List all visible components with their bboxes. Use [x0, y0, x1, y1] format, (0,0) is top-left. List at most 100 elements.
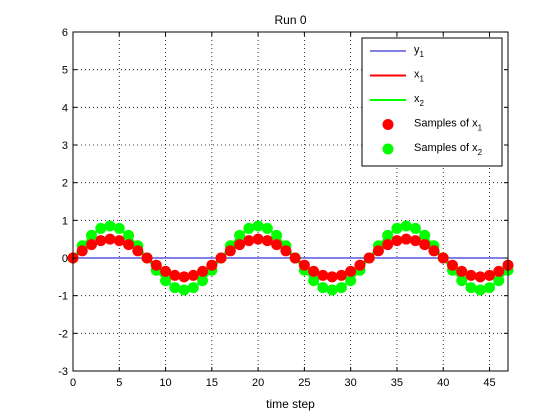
data-point [160, 265, 172, 277]
data-point [428, 245, 440, 257]
legend-entry-main: y [414, 44, 420, 56]
data-point [160, 275, 172, 287]
data-point [345, 265, 357, 277]
legend-entry-main: x [414, 93, 420, 105]
data-point [419, 239, 431, 251]
data-point [271, 239, 283, 251]
data-point [391, 222, 403, 234]
legend-entry-sub: 1 [420, 50, 425, 59]
x-axis-label: time step [266, 397, 315, 411]
data-point [123, 229, 135, 241]
data-point [493, 265, 505, 277]
data-point [400, 233, 412, 245]
data-point [465, 269, 477, 281]
data-point [308, 265, 320, 277]
legend-entry-main: Samples of x [414, 142, 478, 154]
data-point [243, 222, 255, 234]
x-tick-label: 40 [437, 377, 449, 389]
data-point [409, 235, 421, 247]
legend-entry-sub: 2 [478, 148, 483, 157]
data-point [104, 220, 116, 232]
data-point [446, 259, 458, 271]
x-tick-label: 45 [483, 377, 495, 389]
y-tick-label: 1 [62, 215, 68, 227]
data-point [252, 233, 264, 245]
data-point [86, 229, 98, 241]
data-point [150, 259, 162, 271]
data-point [335, 269, 347, 281]
data-point [317, 269, 329, 281]
data-point [465, 282, 477, 294]
data-point [493, 275, 505, 287]
legend-entry: Samples of x1 [414, 118, 483, 133]
data-point [372, 245, 384, 257]
data-point [76, 245, 88, 257]
data-point [391, 235, 403, 247]
data-point [95, 222, 107, 234]
x-tick-label: 5 [116, 377, 122, 389]
data-point [224, 245, 236, 257]
y-tick-label: -2 [58, 328, 68, 340]
data-point [335, 282, 347, 294]
data-point [400, 220, 412, 232]
data-point [215, 252, 227, 264]
legend-entry-sub: 2 [420, 99, 425, 108]
data-point [382, 239, 394, 251]
data-point [234, 229, 246, 241]
x-tick-label: 0 [70, 377, 76, 389]
data-point [234, 239, 246, 251]
x-tick-label: 25 [298, 377, 310, 389]
legend-entry-main: x [414, 69, 420, 81]
y-tick-label: 2 [62, 178, 68, 190]
data-point [104, 233, 116, 245]
data-point [474, 284, 486, 296]
y-tick-label: -3 [58, 366, 68, 378]
data-point [483, 269, 495, 281]
data-point [483, 282, 495, 294]
chart-title: Run 0 [274, 13, 306, 27]
legend-entry: x2 [414, 93, 425, 108]
data-point [178, 271, 190, 283]
data-point [169, 269, 181, 281]
data-point [456, 265, 468, 277]
data-point [113, 222, 125, 234]
series-layer [67, 220, 514, 296]
legend-marker [382, 143, 394, 155]
data-point [187, 282, 199, 294]
data-point [409, 222, 421, 234]
data-point [169, 282, 181, 294]
data-point [187, 269, 199, 281]
data-point [298, 259, 310, 271]
series-samples-of-x-1 [67, 233, 514, 283]
data-point [132, 245, 144, 257]
data-point [419, 229, 431, 241]
x-tick-label: 15 [206, 377, 218, 389]
x-tick-label: 30 [345, 377, 357, 389]
data-point [141, 252, 153, 264]
data-point [252, 220, 264, 232]
legend-entry: y1 [414, 44, 425, 59]
y-tick-label: 0 [62, 253, 68, 265]
y-tick-label: 6 [62, 27, 68, 39]
data-point [95, 235, 107, 247]
data-point [382, 229, 394, 241]
y-tick-label: 4 [62, 102, 68, 114]
x-tick-label: 20 [252, 377, 264, 389]
data-point [289, 252, 301, 264]
data-point [456, 275, 468, 287]
legend-entry-sub: 1 [478, 124, 483, 133]
data-point [123, 239, 135, 251]
legend-entry-main: Samples of x [414, 118, 478, 130]
data-point [271, 229, 283, 241]
data-point [437, 252, 449, 264]
data-point [261, 235, 273, 247]
y-tick-label: 3 [62, 140, 68, 152]
legend-entry-sub: 1 [420, 75, 425, 84]
data-point [197, 265, 209, 277]
data-point [86, 239, 98, 251]
legend-marker [382, 119, 394, 130]
y-tick-label: 5 [62, 65, 68, 77]
data-point [363, 252, 375, 264]
